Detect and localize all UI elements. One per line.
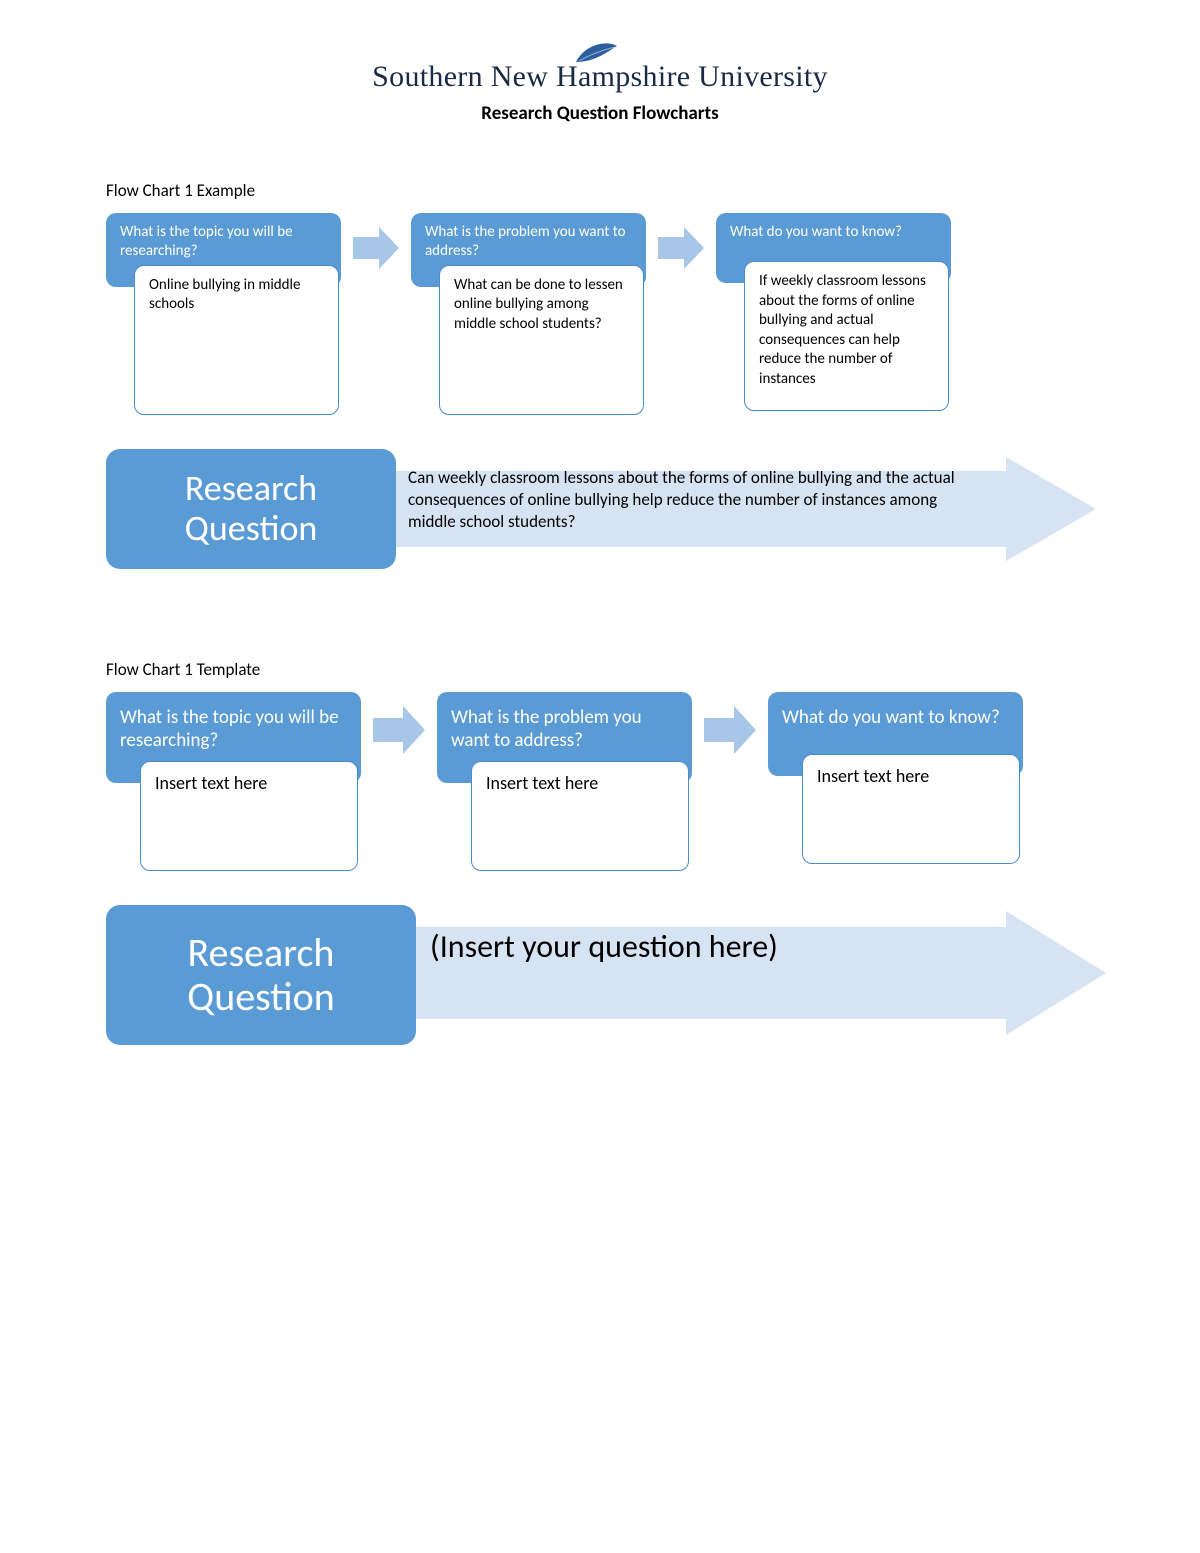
research-question-text: Can weekly classroom lessons about the f…: [408, 467, 968, 533]
research-question-text: (Insert your question here): [430, 929, 990, 966]
step-answer: If weekly classroom lessons about the fo…: [744, 261, 949, 411]
university-logo: Southern New Hampshire University: [372, 60, 828, 94]
arrow-icon: [351, 225, 401, 271]
page-header: Southern New Hampshire University Resear…: [100, 60, 1100, 125]
step-1: What is the topic you will be researchin…: [106, 692, 361, 872]
step-answer: Online bullying in middle schools: [134, 265, 339, 415]
step-answer: What can be done to lessen online bullyi…: [439, 265, 644, 415]
step-3: What do you want to know? Insert text he…: [768, 692, 1023, 864]
flowchart-row-template: What is the topic you will be researchin…: [106, 692, 1100, 872]
research-question-block-example: Research Question Can weekly classroom l…: [106, 449, 1100, 579]
section-label-example: Flow Chart 1 Example: [106, 180, 1100, 201]
step-3: What do you want to know? If weekly clas…: [716, 213, 951, 411]
step-answer: Insert text here: [471, 761, 689, 871]
research-question-label: Research Question: [106, 449, 396, 569]
arrow-icon: [702, 704, 758, 756]
section-label-template: Flow Chart 1 Template: [106, 659, 1100, 680]
university-name: Southern New Hampshire University: [372, 60, 828, 94]
document-title: Research Question Flowcharts: [100, 102, 1100, 125]
research-question-label: Research Question: [106, 905, 416, 1045]
arrow-icon: [371, 704, 427, 756]
step-2: What is the problem you want to address?…: [437, 692, 692, 872]
document-page: Southern New Hampshire University Resear…: [0, 0, 1200, 1155]
research-question-arrow: (Insert your question here): [386, 911, 1106, 1035]
arrow-icon: [656, 225, 706, 271]
step-2: What is the problem you want to address?…: [411, 213, 646, 415]
step-answer: Insert text here: [802, 754, 1020, 864]
step-answer: Insert text here: [140, 761, 358, 871]
flowchart-row-example: What is the topic you will be researchin…: [106, 213, 1100, 415]
step-1: What is the topic you will be researchin…: [106, 213, 341, 415]
research-question-arrow: Can weekly classroom lessons about the f…: [366, 457, 1096, 561]
research-question-block-template: Research Question (Insert your question …: [106, 905, 1100, 1055]
